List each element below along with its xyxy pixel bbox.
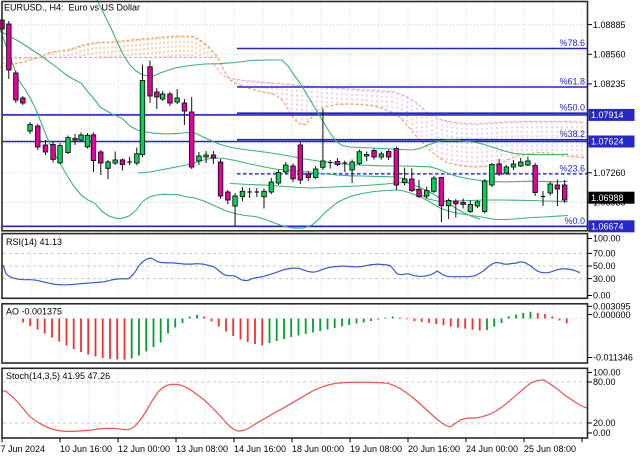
svg-text:1.07260: 1.07260 bbox=[593, 168, 626, 178]
svg-text:%38.2: %38.2 bbox=[559, 129, 585, 139]
svg-text:RSI(14) 41.13: RSI(14) 41.13 bbox=[6, 237, 62, 247]
svg-text:25 Jun 08:00: 25 Jun 08:00 bbox=[524, 444, 576, 454]
svg-text:10 Jun 16:00: 10 Jun 16:00 bbox=[60, 444, 112, 454]
svg-text:0.00: 0.00 bbox=[593, 428, 611, 438]
svg-text:20.00: 20.00 bbox=[593, 418, 616, 428]
svg-text:0.003095: 0.003095 bbox=[593, 302, 631, 312]
svg-text:Stoch(14,3,5) 41.95 47.26: Stoch(14,3,5) 41.95 47.26 bbox=[6, 371, 110, 381]
svg-text:1.08560: 1.08560 bbox=[593, 50, 626, 60]
svg-text:AO -0.001375: AO -0.001375 bbox=[6, 307, 62, 317]
svg-text:EURUSD., H4: Euro vs US Dolla: EURUSD., H4: Euro vs US Dollar bbox=[4, 3, 140, 13]
svg-text:1.08885: 1.08885 bbox=[593, 20, 626, 30]
svg-text:12 Jun 00:00: 12 Jun 00:00 bbox=[118, 444, 170, 454]
svg-text:70.00: 70.00 bbox=[593, 249, 616, 259]
svg-text:100.00: 100.00 bbox=[593, 234, 621, 244]
svg-text:100.00: 100.00 bbox=[593, 368, 621, 378]
svg-text:1.06988: 1.06988 bbox=[591, 193, 624, 203]
svg-text:13 Jun 08:00: 13 Jun 08:00 bbox=[176, 444, 228, 454]
svg-text:14 Jun 16:00: 14 Jun 16:00 bbox=[234, 444, 286, 454]
svg-text:%78.6: %78.6 bbox=[559, 38, 585, 48]
svg-text:%61.8: %61.8 bbox=[559, 77, 585, 87]
svg-text:50.00: 50.00 bbox=[593, 261, 616, 271]
svg-text:19 Jun 08:00: 19 Jun 08:00 bbox=[350, 444, 402, 454]
svg-text:0.000000: 0.000000 bbox=[593, 310, 631, 320]
svg-text:24 Jun 00:00: 24 Jun 00:00 bbox=[466, 444, 518, 454]
svg-text:0.00: 0.00 bbox=[593, 291, 611, 301]
svg-text:18 Jun 00:00: 18 Jun 00:00 bbox=[292, 444, 344, 454]
svg-text:20 Jun 16:00: 20 Jun 16:00 bbox=[408, 444, 460, 454]
svg-text:%50.0: %50.0 bbox=[559, 103, 585, 113]
svg-text:80.00: 80.00 bbox=[593, 377, 616, 387]
svg-text:-0.011346: -0.011346 bbox=[593, 353, 633, 363]
svg-text:1.07914: 1.07914 bbox=[591, 110, 624, 120]
svg-text:1.06674: 1.06674 bbox=[591, 222, 624, 232]
svg-text:1.08235: 1.08235 bbox=[593, 79, 626, 89]
svg-text:1.07624: 1.07624 bbox=[591, 137, 624, 147]
svg-text:%23.6: %23.6 bbox=[559, 163, 585, 173]
svg-text:30.00: 30.00 bbox=[593, 274, 616, 284]
svg-text:%0.0: %0.0 bbox=[564, 216, 585, 226]
svg-text:7 Jun 2024: 7 Jun 2024 bbox=[1, 444, 46, 454]
